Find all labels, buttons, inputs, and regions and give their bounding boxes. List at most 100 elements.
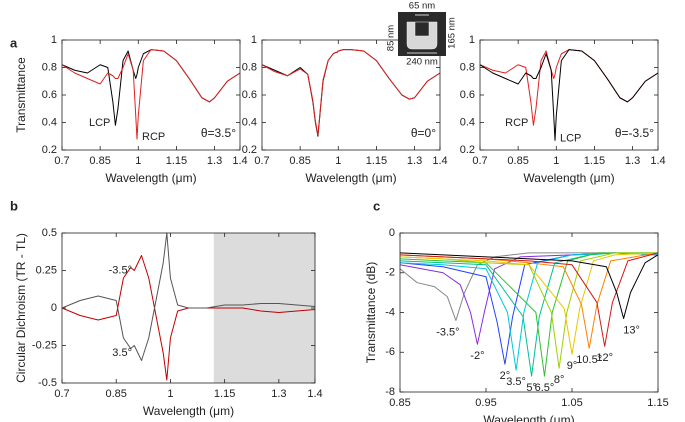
x-tick-label: 1.4: [232, 155, 247, 167]
series-label: 10.5°: [576, 354, 602, 366]
y-tick-label: -0.25: [32, 339, 57, 351]
data-line: [399, 252, 658, 377]
x-tick-label: 0.85: [389, 397, 410, 409]
series-label: 9°: [567, 360, 578, 372]
data-line: [61, 49, 241, 126]
x-tick-label: 0.85: [106, 388, 127, 400]
y-tick-label: 0.8: [242, 61, 257, 73]
x-axis-label: Wavelength (μm): [523, 171, 614, 185]
y-tick-label: 0.2: [460, 144, 475, 156]
y-axis-label: Transmittance: [14, 57, 28, 133]
x-tick-label: 1.15: [647, 397, 668, 409]
y-tick-label: 0.4: [42, 116, 57, 128]
y-tick-label: -4: [385, 306, 395, 318]
plot-frame: [479, 39, 659, 151]
data-line: [399, 252, 659, 365]
y-tick-label: 1: [51, 34, 57, 46]
inset-label: 165 nm: [447, 17, 458, 49]
x-tick-label: 0.7: [54, 155, 69, 167]
plot-frame: [261, 39, 441, 151]
y-tick-label: 0.6: [42, 89, 57, 101]
x-tick-label: 1.05: [561, 397, 582, 409]
plot-frame: [399, 232, 659, 393]
data-line: [61, 255, 316, 381]
x-axis-label: Wavelength (μm): [105, 171, 196, 185]
x-tick-label: 1: [335, 155, 341, 167]
x-tick-label: 1.3: [271, 388, 286, 400]
panel-label: a: [10, 35, 18, 50]
series-label: RCP: [505, 117, 528, 129]
x-tick-label: 0.7: [254, 155, 269, 167]
inset-image: [398, 12, 446, 56]
inset-label: 65 nm: [409, 1, 435, 12]
y-tick-label: 0.2: [42, 144, 57, 156]
y-tick-label: 0.6: [460, 89, 475, 101]
x-tick-label: 0.95: [475, 397, 496, 409]
data-line: [399, 252, 659, 347]
data-line: [399, 252, 658, 377]
x-tick-label: 1: [167, 388, 173, 400]
y-tick-label: 0.2: [242, 144, 257, 156]
x-tick-label: 1: [553, 155, 559, 167]
y-tick-label: 0.4: [242, 116, 257, 128]
series-label: 2°: [500, 370, 511, 382]
x-tick-label: 1.3: [407, 155, 422, 167]
data-line: [61, 49, 241, 140]
data-line: [399, 252, 659, 319]
series-label: -2°: [470, 350, 484, 362]
series-label: 13°: [623, 324, 640, 336]
panel-label: b: [10, 198, 18, 213]
y-tick-label: 0.8: [42, 61, 57, 73]
x-axis-label: Wavelength (μm): [143, 404, 234, 418]
inset: 65 nm 165 nm 85 nm 240 nm: [386, 1, 458, 68]
y-tick-label: -0.5: [38, 377, 57, 389]
inset-label: 240 nm: [406, 57, 438, 68]
y-tick-label: -2: [385, 267, 395, 279]
x-tick-label: 1.3: [207, 155, 222, 167]
x-tick-label: 1.15: [366, 155, 387, 167]
series-label: 12°: [596, 352, 613, 364]
series-label: -3.5°: [436, 326, 459, 338]
y-tick-label: 0.5: [42, 227, 57, 239]
x-tick-label: 1.15: [584, 155, 605, 167]
plot-frame: [61, 39, 241, 151]
data-line: [261, 49, 441, 136]
x-axis-label: Wavelength (μm): [305, 171, 396, 185]
series-label: 5°: [526, 382, 537, 394]
series-label: 8°: [554, 374, 565, 386]
plot-frame: [61, 232, 316, 384]
y-tick-label: 1: [251, 34, 257, 46]
data-line: [479, 49, 659, 141]
panel-label: c: [373, 198, 380, 213]
data-line: [61, 232, 316, 361]
annotation: θ=3.5°: [201, 126, 236, 140]
inset-structure: [406, 21, 438, 50]
x-tick-label: 1.15: [166, 155, 187, 167]
y-axis-label: Circular Dichroism (TR - TL): [14, 233, 28, 383]
y-tick-label: 0: [51, 302, 57, 314]
data-line: [479, 49, 659, 126]
series-label: 3.5°: [506, 376, 526, 388]
y-tick-label: 0.6: [242, 89, 257, 101]
series-label: LCP: [89, 117, 110, 129]
y-tick-label: 1: [469, 34, 475, 46]
y-tick-label: 0.4: [460, 116, 475, 128]
annotation: θ=-3.5°: [615, 126, 654, 140]
data-line: [399, 252, 659, 321]
x-tick-label: 0.7: [54, 388, 69, 400]
x-tick-label: 1.15: [214, 388, 235, 400]
x-tick-label: 0.7: [472, 155, 487, 167]
series-label: RCP: [142, 131, 165, 143]
x-tick-label: 1.4: [307, 388, 322, 400]
y-tick-label: -6: [385, 346, 395, 358]
data-line: [399, 252, 658, 369]
y-tick-label: 0.25: [36, 264, 57, 276]
data-line: [399, 252, 659, 355]
x-tick-label: 1.3: [625, 155, 640, 167]
annotation: θ=0°: [411, 126, 436, 140]
x-tick-label: 1.4: [650, 155, 665, 167]
x-tick-label: 0.85: [507, 155, 528, 167]
y-tick-label: 0: [389, 227, 395, 239]
series-label: LCP: [560, 132, 581, 144]
